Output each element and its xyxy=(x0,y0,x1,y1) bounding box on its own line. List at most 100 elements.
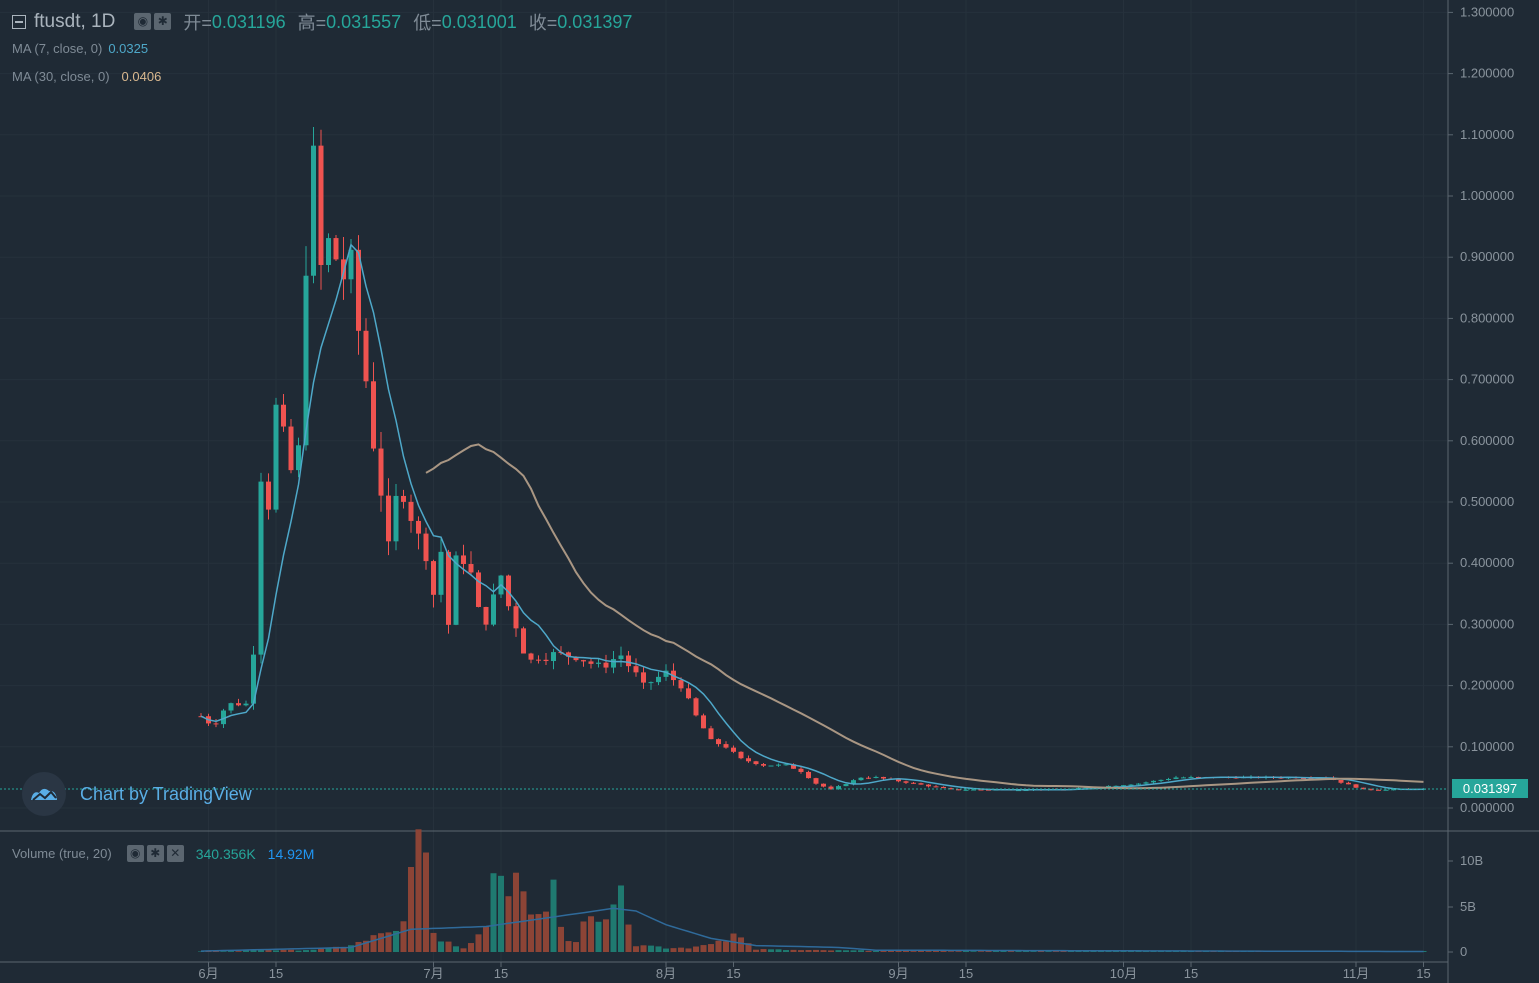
candle-body xyxy=(1121,785,1126,787)
candle-body xyxy=(1196,776,1201,778)
volume-bar xyxy=(843,950,849,952)
volume-bar xyxy=(243,950,249,952)
volume-bar xyxy=(820,950,827,952)
volume-bar xyxy=(1053,951,1059,952)
candle-body xyxy=(806,771,811,779)
volume-bar xyxy=(910,951,917,952)
candle-body xyxy=(1113,785,1119,787)
volume-axis[interactable]: 10B 5B 0 xyxy=(1448,853,1483,959)
candle-body xyxy=(1421,788,1426,790)
volume-bar xyxy=(310,949,317,952)
candle-body xyxy=(288,426,294,471)
candle-body xyxy=(393,495,399,542)
volume-bar xyxy=(708,944,714,952)
eye-icon[interactable]: ◉ xyxy=(126,845,144,863)
candle-body xyxy=(506,575,511,607)
candle-body xyxy=(408,501,414,521)
moving-average-lines xyxy=(200,243,1424,791)
candle-body xyxy=(708,728,714,740)
volume-bar xyxy=(888,950,894,952)
volume-bar xyxy=(370,935,377,952)
volume-legend[interactable]: Volume (true, 20) ◉ ✱ ✕ 340.356K 14.92M xyxy=(12,845,315,863)
candle-body xyxy=(386,495,391,542)
gear-icon[interactable]: ✱ xyxy=(146,845,164,863)
tradingview-watermark[interactable]: Chart by TradingView xyxy=(22,772,252,816)
volume-bar xyxy=(258,949,264,952)
x-tick-label: 7月 xyxy=(423,966,443,981)
volume-bar xyxy=(678,947,684,952)
candle-body xyxy=(228,703,234,711)
symbol-header: ftusdt, 1D ◉ ✱ 开= 0.031196 高= 0.031557 低= 0.… xyxy=(12,9,632,35)
time-axis[interactable]: 6月 15 7月 15 8月 15 9月 15 10月 15 11月 15 xyxy=(198,962,1431,981)
volume-bar xyxy=(595,921,602,952)
candle-body xyxy=(986,789,991,791)
volume-bar xyxy=(940,950,947,952)
ma30-legend[interactable]: MA (30, close, 0) 0.0406 xyxy=(12,69,161,84)
candle-body xyxy=(1166,778,1171,780)
volume-value: 340.356K xyxy=(195,845,256,862)
header-icons: ◉ ✱ xyxy=(131,11,172,33)
ma30-label: MA (30, close, 0) xyxy=(12,69,110,84)
x-tick-label: 15 xyxy=(269,966,283,981)
x-tick-label: 15 xyxy=(726,966,740,981)
candle-body xyxy=(948,788,954,790)
ma7-legend[interactable]: MA (7, close, 0) 0.0325 xyxy=(12,41,148,56)
candle-body xyxy=(881,776,886,779)
candle-body xyxy=(813,778,819,784)
volume-bar xyxy=(1105,951,1112,952)
candle-body xyxy=(401,495,406,502)
volume-bar xyxy=(768,949,774,952)
candle-body xyxy=(1016,790,1021,792)
gear-icon[interactable]: ✱ xyxy=(154,13,172,31)
high-label: 高= xyxy=(297,13,327,33)
candle-body xyxy=(1301,778,1306,780)
collapse-icon[interactable] xyxy=(12,15,26,29)
candle-body xyxy=(1158,779,1164,781)
volume-bar xyxy=(303,950,309,952)
x-tick-label: 10月 xyxy=(1110,966,1137,981)
candle-body xyxy=(528,653,534,660)
candle-body xyxy=(423,533,429,562)
candle-body xyxy=(1391,789,1396,791)
price-axis[interactable]: 1.300000 1.200000 1.100000 1.000000 0.900000… xyxy=(1448,4,1514,815)
candle-body xyxy=(746,758,751,762)
candle-body xyxy=(693,698,699,716)
volume-bar xyxy=(505,896,512,952)
candle-body xyxy=(933,786,939,788)
volume-bar xyxy=(468,943,474,952)
ma30-value: 0.0406 xyxy=(121,69,162,84)
candle-body xyxy=(296,445,301,471)
low-label: 低= xyxy=(413,13,442,33)
candle-body xyxy=(978,789,984,791)
candle-body xyxy=(798,768,804,772)
last-price-badge: 0.031397 xyxy=(1452,779,1528,798)
volume-bar xyxy=(798,950,804,952)
candle-body xyxy=(416,520,421,534)
volume-bar xyxy=(460,948,467,952)
y-tick-label: 0.400000 xyxy=(1460,555,1514,570)
ma7-line xyxy=(200,243,1424,791)
candle-body xyxy=(761,764,766,766)
candle-body xyxy=(581,660,586,662)
candle-body xyxy=(1368,789,1374,791)
volume-bar xyxy=(933,950,939,952)
candle-body xyxy=(596,662,601,664)
candle-body xyxy=(663,670,669,677)
candle-body xyxy=(678,680,684,689)
eye-icon[interactable]: ◉ xyxy=(134,13,152,31)
close-icon[interactable]: ✕ xyxy=(166,845,184,863)
volume-bar xyxy=(250,950,257,952)
volume-bar xyxy=(970,951,977,952)
candle-body xyxy=(828,786,834,790)
candle-body xyxy=(273,404,279,510)
vy-tick-label: 5B xyxy=(1460,899,1476,914)
low-value: 0.031001 xyxy=(441,11,517,32)
open-label: 开= xyxy=(183,13,212,33)
candle-body xyxy=(356,249,361,331)
volume-bar xyxy=(498,875,504,952)
y-tick-label: 0.600000 xyxy=(1460,433,1514,448)
candle-body xyxy=(618,655,624,660)
volume-bar xyxy=(655,946,662,952)
volume-ma-value: 14.92M xyxy=(267,845,315,862)
